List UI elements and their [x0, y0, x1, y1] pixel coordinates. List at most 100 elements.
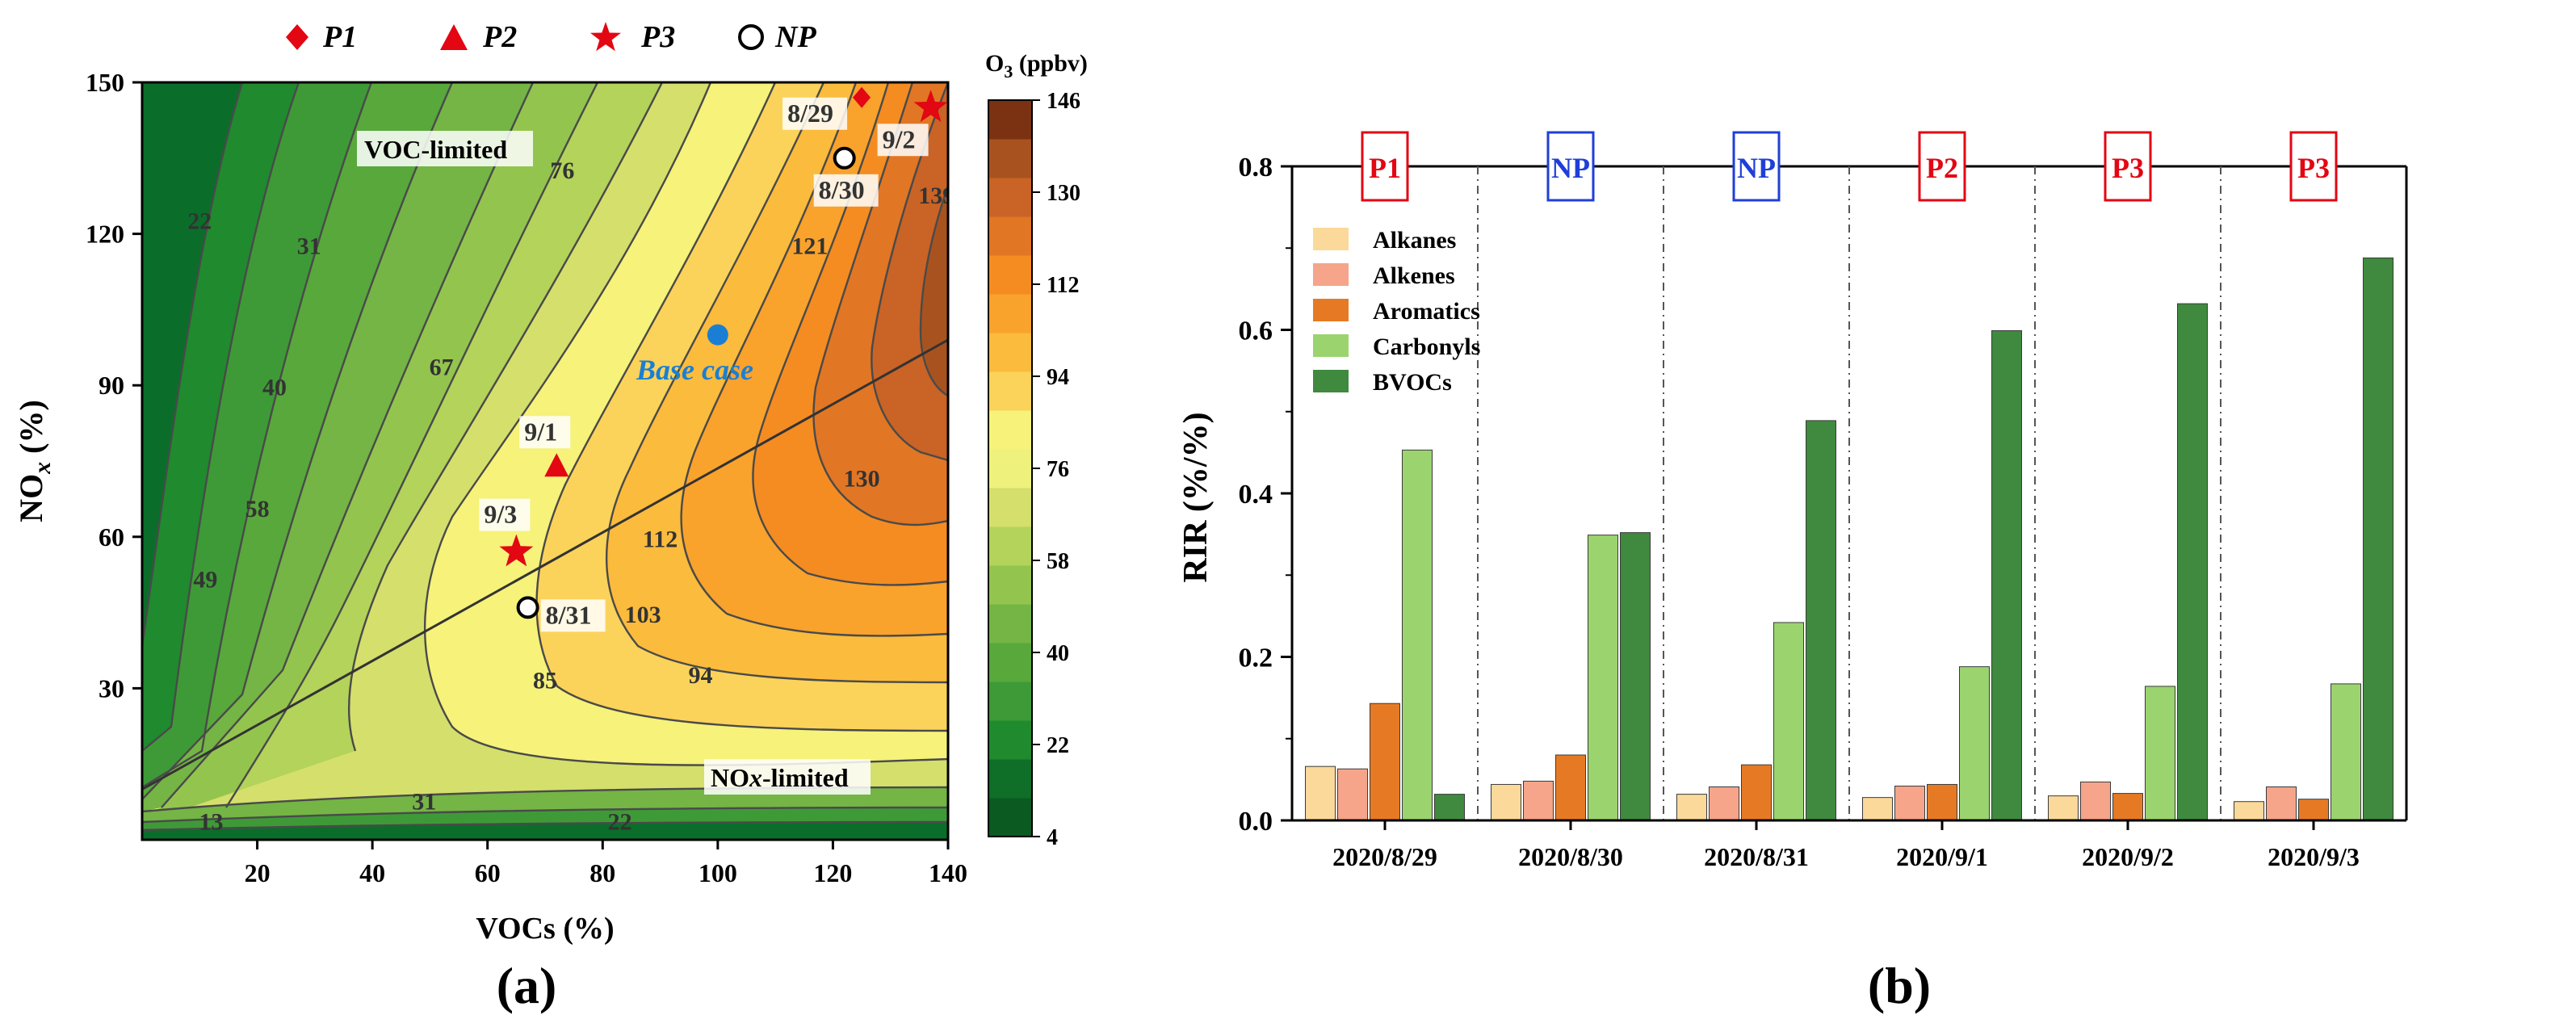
bar-bvocs-2020-8-29 [1434, 794, 1465, 821]
contour-band-58 [142, 82, 662, 824]
point-label-9-2: 9/2 [877, 124, 929, 157]
x-tick-label: 140 [929, 858, 967, 887]
colorbar-title: O3 (ppbv) [985, 50, 1088, 82]
contour-label: 22 [608, 808, 632, 835]
colorbar-segment [988, 255, 1032, 295]
bar-aromatics-2020-9-1 [1927, 783, 1957, 821]
colorbar-tick-label: 94 [1047, 365, 1069, 390]
contour-line [871, 82, 948, 462]
rir-y-axis-title: RIR (%/%) [1177, 412, 1215, 582]
period-label: NP [1551, 152, 1590, 184]
contour-line [142, 806, 948, 824]
legend-item-p2: P2 [440, 20, 517, 54]
bar-bvocs-2020-8-30 [1620, 532, 1651, 821]
legend-label-carbonyls: Carbonyls [1373, 333, 1480, 360]
colorbar-segment [988, 565, 1032, 605]
contour-label: 13 [199, 808, 224, 835]
plot-frame [141, 81, 950, 841]
bar-bvocs-2020-8-31 [1806, 420, 1836, 821]
bar-carbonyls-2020-8-29 [1402, 449, 1433, 821]
legend-circle-marker [738, 24, 764, 50]
period-label: P2 [1926, 152, 1958, 184]
y-tick-label: 150 [86, 68, 124, 97]
y-axis-title: NOx (%) [13, 400, 56, 522]
point-label-text: 8/30 [819, 175, 865, 204]
panel-a-axes: 20 40 60 80 100 120 140 30 60 90 120 150 [86, 68, 967, 887]
bar-alkenes-2020-8-30 [1523, 780, 1554, 821]
bar-carbonyls-2020-8-30 [1588, 535, 1618, 821]
contour-band-31 [142, 82, 452, 799]
colorbar-tick-label: 76 [1047, 457, 1069, 482]
bar-aromatics-2020-8-30 [1555, 754, 1586, 821]
bar-aromatics-2020-8-29 [1370, 703, 1400, 821]
bar-alkanes-2020-8-30 [1491, 783, 1521, 821]
category-label: 2020/9/1 [1896, 842, 1988, 871]
rir-y-tick-label: 0.8 [1239, 153, 1273, 182]
rir-bar-chart: P1 NP NP P2 P3 P3 2020/8/29 2020/8/30 2020/8/31 2… [1239, 131, 2408, 871]
bar-aromatics-2020-9-3 [2298, 799, 2329, 821]
point-label-8-31: 8/31 [540, 599, 606, 632]
contour-line [535, 82, 948, 732]
colorbar-tick-label: 22 [1047, 733, 1069, 758]
contour-line [142, 82, 373, 789]
contour-line [142, 82, 244, 647]
episode-points: 8/29 9/2 8/30 9/1 9/3 8/31 [479, 86, 948, 632]
legend-label-aromatics: Aromatics [1373, 298, 1480, 325]
legend-star-marker [590, 22, 621, 52]
legend-label-alkenes: Alkenes [1373, 262, 1455, 289]
period-label: NP [1737, 152, 1776, 184]
legend-swatch-bvocs [1313, 370, 1349, 392]
contour-label: 130 [844, 465, 880, 492]
contour-line [423, 82, 948, 766]
contour-label: 112 [643, 526, 678, 552]
bar-alkanes-2020-9-3 [2234, 801, 2264, 821]
bar-bvocs-2020-9-2 [2177, 303, 2208, 821]
y-tick-label: 90 [99, 371, 124, 400]
contour-label: 49 [193, 566, 217, 593]
x-tick-label: 100 [699, 858, 737, 887]
bar-alkenes-2020-8-29 [1337, 768, 1368, 821]
contour-line [752, 82, 948, 586]
colorbar-segment [988, 604, 1032, 644]
contour-label: 139 [918, 182, 954, 209]
x-tick-label: 80 [589, 858, 615, 887]
colorbar-segment [988, 759, 1032, 799]
voc-limited-label: VOC-limited [357, 131, 533, 166]
contour-band-40 [142, 82, 533, 812]
legend-label-p1: P1 [322, 20, 357, 54]
contour-line [680, 82, 948, 637]
period-box [2104, 131, 2152, 202]
nox-limited-text: NOx-limited [711, 763, 849, 792]
bar-alkanes-2020-9-1 [1862, 797, 1893, 821]
contour-label: 85 [533, 667, 557, 694]
legend-label-alkanes: Alkanes [1373, 227, 1456, 254]
contour-label: 103 [625, 602, 661, 628]
nox-limited-label: NOx-limited [704, 759, 871, 795]
panel-b-label: (b) [1868, 957, 1931, 1014]
contour-line [347, 82, 664, 752]
point-label-text: 8/29 [787, 99, 833, 128]
point-label-9-3: 9/3 [479, 498, 531, 531]
colorbar-segment [988, 216, 1032, 256]
bar-alkanes-2020-8-31 [1676, 794, 1707, 821]
np-marker [833, 146, 856, 170]
legend-swatch-aromatics [1313, 299, 1349, 321]
base-case-label: Base case [636, 354, 753, 386]
contour-label: 22 [187, 208, 212, 234]
voc-limited-text: VOC-limited [364, 135, 507, 164]
y-tick-label: 30 [99, 673, 124, 703]
colorbar-segment [988, 294, 1032, 333]
bar-alkenes-2020-9-3 [2266, 786, 2297, 821]
contour-label: 31 [297, 233, 321, 260]
category-label: 2020/9/3 [2268, 842, 2360, 871]
period-box [1918, 131, 1966, 202]
contour-band-13 [142, 82, 299, 751]
panel-a-label: (a) [497, 957, 557, 1014]
bar-alkanes-2020-9-2 [2048, 795, 2079, 821]
rir-legend: Alkanes Alkenes Aromatics Carbonyls BVOCs [1313, 227, 1480, 396]
colorbar-tick-label: 112 [1047, 273, 1079, 298]
bar-aromatics-2020-8-31 [1741, 764, 1772, 821]
colorbar-segment [988, 643, 1032, 682]
bar-carbonyls-2020-9-2 [2145, 686, 2175, 821]
